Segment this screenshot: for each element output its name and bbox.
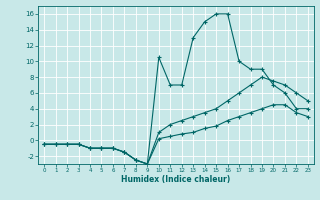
X-axis label: Humidex (Indice chaleur): Humidex (Indice chaleur) xyxy=(121,175,231,184)
